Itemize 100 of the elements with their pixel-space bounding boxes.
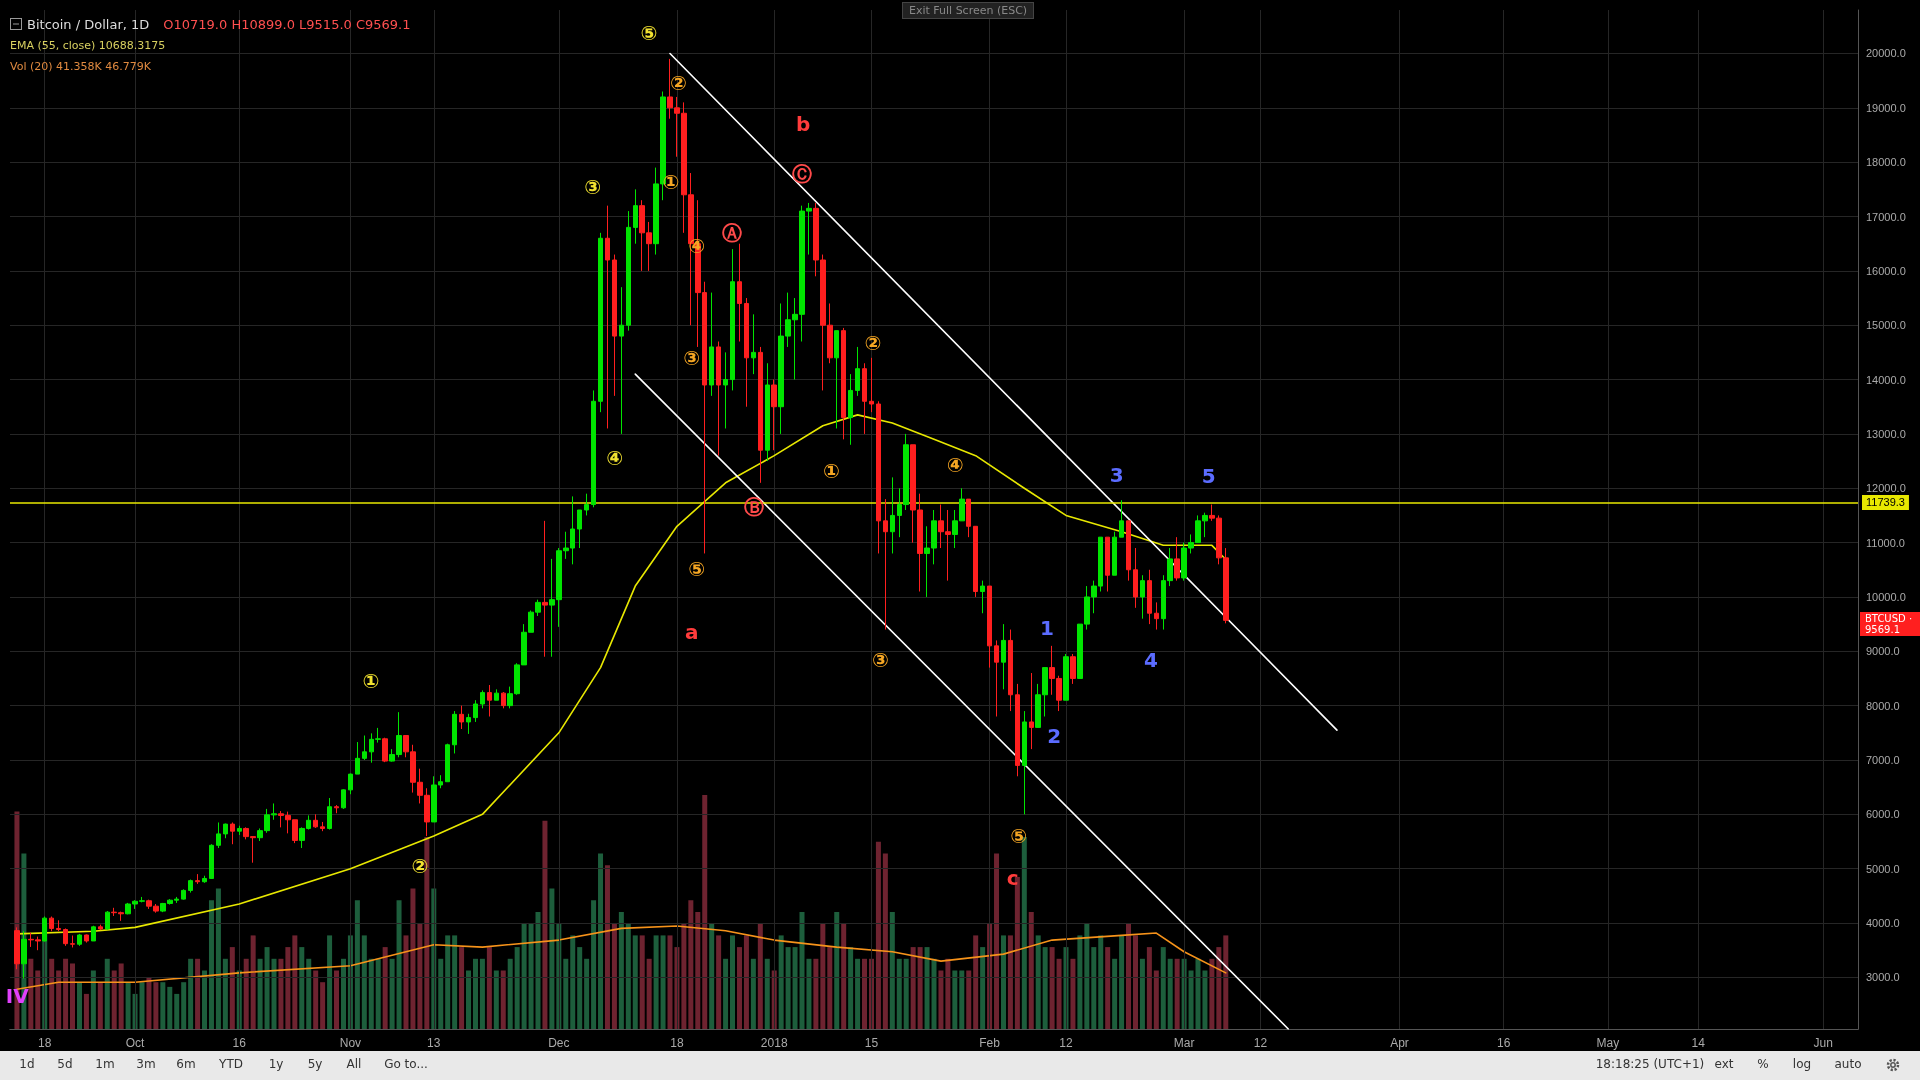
annotation: 2 xyxy=(1047,723,1062,748)
y-tick-label: 7000.0 xyxy=(1866,753,1900,766)
bar xyxy=(56,970,62,1029)
annotation: b xyxy=(796,111,811,136)
text: 5y xyxy=(307,1057,323,1071)
candlestick xyxy=(181,888,186,901)
bar xyxy=(639,935,645,1029)
x-tick-label: 16 xyxy=(232,1036,247,1050)
y-tick-label: 14000.0 xyxy=(1866,373,1906,386)
annotation: Exit Full Screen (ESC) xyxy=(902,2,1035,19)
x-tick-label: Nov xyxy=(339,1036,362,1050)
candlestick xyxy=(1105,536,1110,593)
candlestick xyxy=(84,933,89,944)
bar xyxy=(215,888,221,1029)
y-tick-label: 5000.0 xyxy=(1866,862,1900,875)
text: 18:18:25 (UTC+1) xyxy=(1595,1057,1705,1071)
annotation: a xyxy=(685,619,699,644)
bar xyxy=(785,947,791,1029)
text: BTCUSD · 9569.1 xyxy=(1860,612,1920,636)
candlestick xyxy=(98,924,103,931)
candlestick xyxy=(626,210,631,332)
y-tick-label: 9000.0 xyxy=(1866,645,1900,658)
candlestick xyxy=(445,743,450,783)
bar xyxy=(653,935,659,1029)
bar xyxy=(299,947,305,1029)
bar xyxy=(292,935,298,1029)
bar xyxy=(952,970,958,1029)
annotation: 5 xyxy=(1201,464,1216,489)
candlestick xyxy=(987,585,992,669)
candlestick xyxy=(1112,531,1117,576)
annotation: Ⓐ xyxy=(722,220,743,245)
bar xyxy=(757,923,763,1029)
bar xyxy=(445,935,451,1029)
candlestick xyxy=(758,346,763,484)
candlestick xyxy=(855,346,860,397)
candlestick xyxy=(1154,601,1159,631)
candlestick xyxy=(751,313,756,375)
bar xyxy=(646,958,652,1029)
bar xyxy=(841,923,847,1029)
x-tick-label: Jun xyxy=(1813,1036,1833,1050)
candlestick xyxy=(105,910,110,931)
bar xyxy=(973,935,979,1029)
text: 1d xyxy=(19,1057,35,1071)
y-tick-label: 13000.0 xyxy=(1866,427,1906,440)
annotation: ① xyxy=(662,170,680,195)
bar xyxy=(313,970,319,1029)
text: 5d xyxy=(57,1057,73,1071)
bar xyxy=(1216,947,1222,1029)
bar xyxy=(938,970,944,1029)
text: % xyxy=(1757,1057,1769,1071)
bar xyxy=(577,947,583,1029)
candlestick xyxy=(598,232,603,413)
bar xyxy=(827,947,833,1029)
x-tick-label: Apr xyxy=(1390,1036,1409,1050)
bar xyxy=(250,935,256,1029)
bar xyxy=(688,900,694,1029)
bar xyxy=(896,958,902,1029)
annotation: Ⓒ xyxy=(792,161,813,186)
bar xyxy=(570,935,576,1029)
bar xyxy=(486,947,492,1029)
bar xyxy=(500,970,506,1029)
bar xyxy=(1160,947,1166,1029)
bar xyxy=(695,912,701,1029)
y-tick-label: 4000.0 xyxy=(1866,917,1900,930)
candlestick xyxy=(605,205,610,429)
annotation: 1 xyxy=(1039,616,1054,641)
candlestick xyxy=(771,379,777,451)
bar xyxy=(139,982,145,1029)
bar xyxy=(63,958,69,1029)
y-tick-label: 3000.0 xyxy=(1866,971,1900,984)
candlestick xyxy=(584,493,589,516)
bar xyxy=(611,923,617,1029)
bar xyxy=(743,935,749,1029)
annotation: 4 xyxy=(1144,648,1158,673)
bar xyxy=(243,958,249,1029)
annotation: ④ xyxy=(946,453,964,478)
text: 6m xyxy=(176,1057,196,1071)
candlestick xyxy=(70,935,75,948)
candlestick xyxy=(49,916,54,932)
bar xyxy=(1070,958,1076,1029)
bar xyxy=(472,958,478,1029)
bar xyxy=(1028,912,1034,1029)
text: 1y xyxy=(268,1057,284,1071)
bar xyxy=(1077,935,1083,1029)
x-tick-label: May xyxy=(1596,1036,1620,1050)
candlestick xyxy=(77,933,82,947)
y-tick-label: 19000.0 xyxy=(1866,101,1906,114)
bar xyxy=(848,947,854,1029)
bar xyxy=(195,958,201,1029)
bar xyxy=(76,982,82,1029)
candlestick xyxy=(862,362,867,435)
annotation: ③ xyxy=(683,345,701,370)
x-tick-label: 15 xyxy=(864,1036,879,1050)
bar xyxy=(855,958,861,1029)
candlestick xyxy=(473,699,478,723)
bar xyxy=(660,935,666,1029)
candlestick xyxy=(230,821,235,845)
bar xyxy=(90,970,96,1029)
candlestick xyxy=(1001,623,1006,690)
bar xyxy=(604,865,610,1029)
